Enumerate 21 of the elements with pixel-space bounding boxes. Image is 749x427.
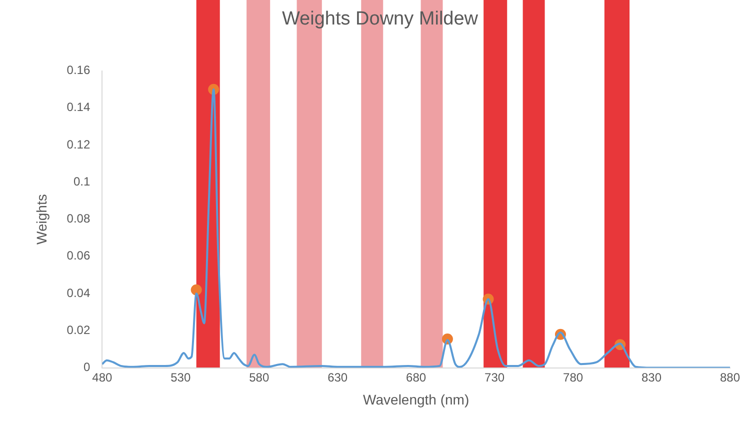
x-tick-label: 480 <box>92 370 112 384</box>
y-tick-label: 0.16 <box>66 63 90 78</box>
y-tick-label: 0.14 <box>66 100 90 114</box>
y-tick-label: 0.08 <box>66 212 90 226</box>
y-tick-label: 0.06 <box>66 248 90 263</box>
x-tick-label: 830 <box>642 370 662 384</box>
x-tick-label: 730 <box>484 370 505 384</box>
y-tick-label: 0 <box>83 360 90 374</box>
y-tick-label: 0.02 <box>66 322 90 337</box>
y-tick-label: 0.1 <box>73 174 90 188</box>
y-axis-title: Weights <box>33 194 50 244</box>
x-axis-title: Wavelength (nm) <box>363 391 470 408</box>
x-tick-label: 880 <box>720 370 740 384</box>
x-tick-label: 630 <box>328 370 348 384</box>
x-tick-label: 530 <box>170 370 191 384</box>
y-tick-label: 0.04 <box>66 286 90 300</box>
point <box>190 284 202 296</box>
x-tick-label: 680 <box>406 370 426 384</box>
x-tick-label: 580 <box>249 370 270 384</box>
x-tick-label: 780 <box>563 370 584 384</box>
y-tick-label: 0.12 <box>66 137 90 152</box>
